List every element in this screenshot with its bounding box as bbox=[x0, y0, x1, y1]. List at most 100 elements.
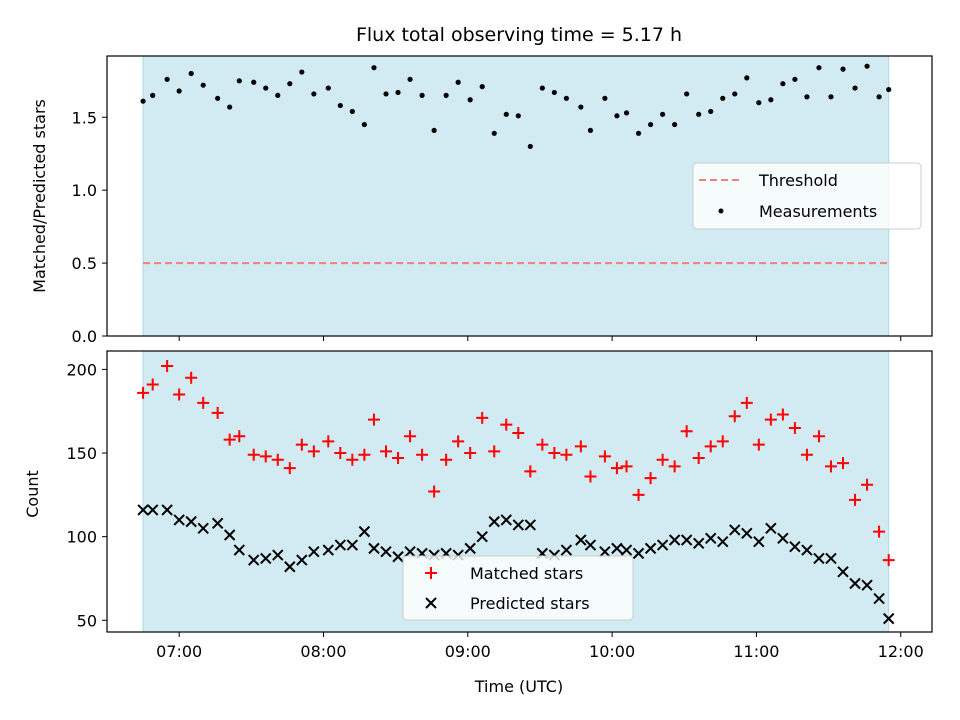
matched-star-point bbox=[137, 386, 150, 399]
measurement-point bbox=[623, 110, 630, 116]
measurement-point bbox=[251, 79, 257, 85]
measurement-point bbox=[176, 88, 182, 94]
matched-star-point bbox=[536, 438, 549, 451]
ratio-y-axis-label: Matched/Predicted stars bbox=[30, 99, 49, 293]
y-tick-label: 200 bbox=[66, 360, 97, 379]
measurement-point bbox=[886, 86, 892, 93]
measurement-point bbox=[804, 94, 810, 100]
measurement-point bbox=[419, 92, 425, 98]
count-y-ticks: 50 100 150 200 bbox=[66, 360, 107, 630]
predicted-star-point bbox=[849, 577, 861, 590]
matched-star-point bbox=[680, 425, 693, 438]
x-tick-label: 07:00 bbox=[156, 642, 202, 661]
predicted-star-point bbox=[632, 547, 645, 560]
measurements-legend-label: Measurements bbox=[759, 202, 877, 221]
matched-star-point bbox=[197, 396, 210, 409]
matched-legend-label: Matched stars bbox=[470, 564, 583, 583]
predicted-star-point bbox=[380, 546, 392, 558]
predicted-star-point bbox=[284, 561, 296, 573]
measurement-point bbox=[732, 91, 738, 97]
measurement-point bbox=[720, 95, 726, 101]
y-tick-label: 0.5 bbox=[72, 254, 97, 273]
x-tick-label: 12:00 bbox=[878, 642, 924, 661]
predicted-star-point bbox=[584, 539, 597, 551]
matched-star-point bbox=[307, 445, 320, 458]
predicted-star-point bbox=[476, 530, 488, 543]
measurement-point bbox=[768, 97, 774, 103]
predicted-star-point bbox=[197, 522, 209, 535]
matched-star-point bbox=[233, 430, 246, 443]
predicted-star-point bbox=[777, 532, 789, 545]
measurement-point bbox=[527, 143, 533, 150]
matched-star-point bbox=[704, 440, 717, 453]
measurement-point bbox=[587, 127, 594, 133]
measurement-point bbox=[361, 121, 367, 128]
matched-star-point bbox=[476, 411, 489, 424]
matched-star-point bbox=[488, 445, 501, 458]
predicted-star-point bbox=[137, 504, 149, 516]
matched-star-point bbox=[873, 525, 886, 538]
measurement-point bbox=[744, 75, 750, 81]
matched-star-point bbox=[185, 371, 198, 384]
y-tick-label: 1.0 bbox=[72, 181, 97, 200]
measurement-point bbox=[660, 111, 666, 117]
measurement-point bbox=[431, 127, 437, 133]
predicted-star-point bbox=[837, 566, 849, 578]
predicted-star-point bbox=[668, 534, 681, 546]
predicted-star-point bbox=[392, 551, 404, 563]
predicted-star-point bbox=[882, 612, 895, 625]
matched-star-point bbox=[632, 488, 645, 501]
measurement-point bbox=[188, 70, 194, 77]
measurements-legend-swatch bbox=[718, 208, 724, 214]
matched-star-point bbox=[271, 453, 284, 466]
measurement-point bbox=[756, 100, 762, 106]
matched-star-point bbox=[861, 478, 874, 491]
measurement-point bbox=[602, 95, 608, 101]
predicted-star-point bbox=[346, 539, 359, 551]
predicted-star-point bbox=[368, 542, 380, 555]
count-panel-frame bbox=[106, 350, 933, 633]
measurement-point bbox=[227, 104, 233, 110]
ratio-panel-frame bbox=[106, 55, 933, 337]
measurement-point bbox=[792, 76, 798, 82]
measurement-point bbox=[325, 85, 331, 91]
matched-star-point bbox=[295, 438, 308, 451]
matched-star-point bbox=[211, 406, 224, 419]
chart-title: Flux total observing time = 5.17 h bbox=[356, 24, 682, 46]
predicted-star-point bbox=[524, 519, 537, 531]
predicted-star-point bbox=[680, 534, 693, 546]
measurement-point bbox=[672, 121, 678, 128]
matched-star-point bbox=[574, 440, 587, 453]
y-tick-label: 100 bbox=[66, 528, 97, 547]
matched-star-point bbox=[584, 470, 597, 483]
threshold-legend-label: Threshold bbox=[758, 171, 838, 190]
predicted-star-point bbox=[308, 546, 320, 558]
measurement-point bbox=[780, 81, 786, 87]
measurement-point bbox=[371, 65, 377, 71]
measurement-point bbox=[275, 92, 281, 98]
predicted-star-point bbox=[464, 542, 476, 555]
predicted-star-point bbox=[575, 534, 587, 546]
predicted-star-point bbox=[789, 540, 801, 553]
predicted-star-point bbox=[825, 552, 837, 565]
predicted-star-point bbox=[765, 522, 777, 535]
predicted-star-point bbox=[185, 515, 197, 528]
predicted-star-point bbox=[296, 554, 308, 566]
predicted-star-point bbox=[211, 517, 224, 529]
x-tick-label: 08:00 bbox=[300, 642, 346, 661]
measurement-point bbox=[614, 113, 620, 119]
matched-star-point bbox=[512, 426, 525, 439]
measurement-point bbox=[140, 98, 146, 104]
x-tick-label: 11:00 bbox=[733, 642, 779, 661]
measurement-point bbox=[443, 92, 449, 98]
matched-star-point bbox=[728, 410, 741, 423]
measurement-point bbox=[852, 85, 858, 91]
measurement-point bbox=[395, 89, 401, 96]
ratio-legend-box bbox=[692, 162, 922, 230]
measurement-point bbox=[164, 76, 170, 82]
matched-star-point bbox=[322, 435, 335, 448]
predicted-star-point bbox=[260, 552, 272, 565]
matched-star-point bbox=[161, 360, 174, 373]
measurement-point bbox=[263, 85, 269, 91]
ratio-y-ticks: 0.0 0.5 1.0 1.5 bbox=[72, 108, 107, 346]
